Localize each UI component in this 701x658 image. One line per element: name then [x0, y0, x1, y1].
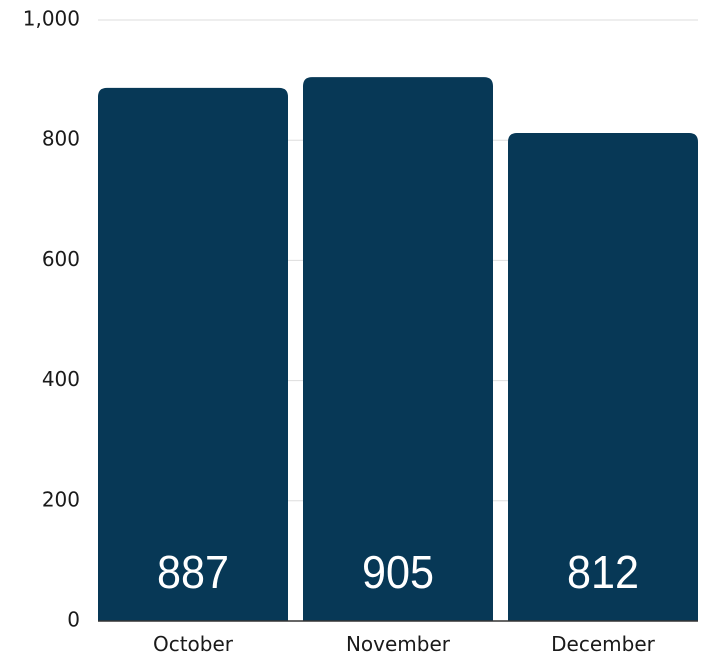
bar-october — [98, 87, 288, 621]
bar-value-label: 812 — [567, 546, 639, 598]
y-tick-label: 0 — [67, 608, 80, 632]
x-category-label: November — [346, 632, 451, 656]
y-tick-label: 800 — [42, 127, 80, 151]
x-axis-category-labels: October November December — [153, 632, 656, 656]
y-tick-label: 1,000 — [23, 7, 80, 31]
y-tick-label: 200 — [42, 487, 80, 511]
y-axis-tick-labels: 0 200 400 600 800 1,000 — [23, 7, 80, 632]
bar-value-labels: 887 905 812 — [157, 546, 639, 598]
bars — [98, 77, 698, 622]
x-category-label: December — [551, 632, 655, 656]
bar-value-label: 905 — [362, 546, 434, 598]
bar-value-label: 887 — [157, 546, 229, 598]
y-tick-label: 400 — [42, 367, 80, 391]
y-tick-label: 600 — [42, 247, 80, 271]
bar-december — [508, 132, 698, 621]
bar-november — [303, 77, 493, 622]
x-category-label: October — [153, 632, 234, 656]
